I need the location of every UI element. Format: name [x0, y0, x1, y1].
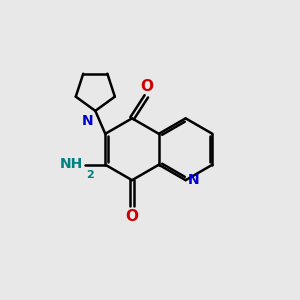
Text: 2: 2 — [86, 170, 94, 180]
Text: O: O — [140, 79, 153, 94]
Text: N: N — [82, 114, 94, 128]
Text: O: O — [126, 209, 139, 224]
Text: N: N — [188, 173, 199, 187]
Text: NH: NH — [60, 157, 83, 171]
